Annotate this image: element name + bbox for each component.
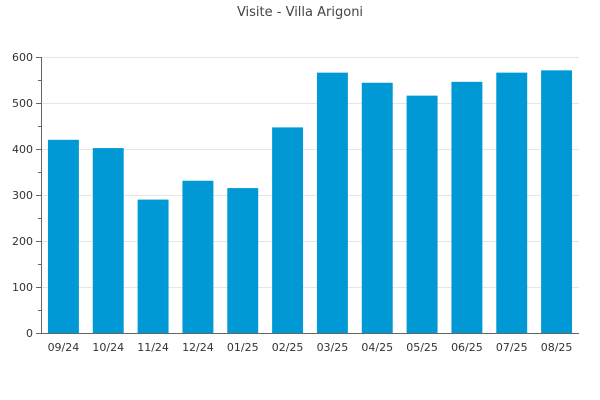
x-tick-label: 07/25 [496,341,528,354]
y-tick-label: 0 [26,327,33,340]
x-tick-label: 11/24 [137,341,169,354]
bar-02-25 [272,127,304,333]
x-tick-label: 02/25 [272,341,304,354]
y-tick-label: 500 [12,97,33,110]
bar-06-25 [451,81,483,333]
x-tick-label: 08/25 [541,341,573,354]
bar-11-24 [137,199,169,333]
y-tick-label: 400 [12,143,33,156]
x-tick-label: 05/25 [406,341,438,354]
bar-03-25 [316,72,348,333]
chart-title: Visite - Villa Arigoni [237,5,363,20]
bar-05-25 [406,95,438,333]
x-tick-label: 06/25 [451,341,483,354]
bar-09-24 [47,139,79,333]
bar-08-25 [541,70,573,333]
x-tick-label: 04/25 [361,341,393,354]
bar-07-25 [496,72,528,333]
x-tick-label: 10/24 [92,341,124,354]
y-tick-label: 600 [12,51,33,64]
bar-10-24 [92,148,124,333]
y-tick-label: 100 [12,281,33,294]
y-tick-label: 200 [12,235,33,248]
labels-layer: 0 100 200 300 400 500 600 09/24 10/24 11/24 12/24 0… [12,51,572,354]
x-tick-label: 09/24 [48,341,80,354]
bar-01-25 [227,188,259,333]
bars-layer [47,70,573,333]
grid-layer [41,57,579,288]
bar-04-25 [361,82,393,333]
axes-layer [36,57,579,334]
bar-12-24 [182,180,214,333]
y-tick-label: 300 [12,189,33,202]
x-tick-label: 03/25 [317,341,349,354]
x-tick-label: 12/24 [182,341,214,354]
x-tick-label: 01/25 [227,341,259,354]
